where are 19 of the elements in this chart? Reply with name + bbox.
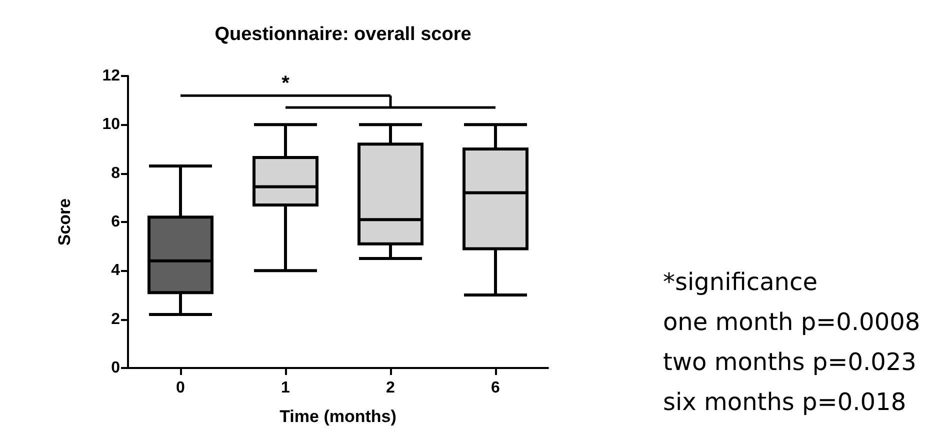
x-tick-label: 0 — [176, 380, 186, 396]
y-tick-label: 4 — [111, 262, 120, 280]
x-tick-label: 1 — [281, 380, 290, 396]
y-tick-label: 0 — [111, 360, 120, 376]
annotation: * — [282, 72, 290, 95]
chart-title: Questionnaire: overall score — [214, 24, 472, 45]
x-tick-label: 2 — [386, 380, 396, 396]
text: one month p=0.0008 — [663, 308, 920, 336]
y-tick-label: 10 — [102, 116, 120, 134]
y-axis-title: Score — [55, 198, 74, 246]
text: two months p=0.023 — [663, 348, 916, 376]
y-tick-label: 12 — [102, 68, 120, 84]
y-tick-label: 8 — [111, 164, 120, 182]
x-tick-label: 6 — [491, 380, 500, 396]
text: six months p=0.018 — [663, 388, 906, 416]
x-axis-title: Time (months) — [280, 407, 396, 426]
y-tick-label: 2 — [111, 310, 120, 328]
text: *significance — [663, 268, 818, 296]
y-tick-label: 6 — [111, 214, 120, 230]
